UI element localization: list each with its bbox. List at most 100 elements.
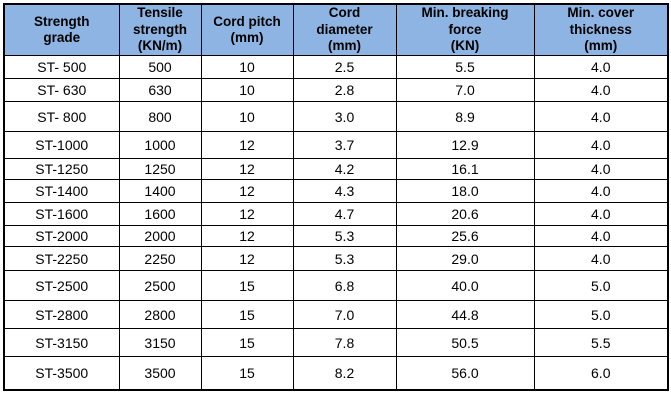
table-row: ST-2500 2500 15 6.8 40.0 5.0	[3, 270, 669, 301]
cell-min-cover-thickness: 5.0	[533, 300, 669, 329]
cell-cord-pitch: 10	[200, 101, 294, 132]
cell-cord-pitch: 15	[200, 328, 294, 357]
column-header-cord-diameter: Cord diameter (mm)	[292, 3, 397, 56]
column-header-strength-grade: Strength grade	[3, 3, 120, 56]
cell-min-breaking-force: 44.8	[395, 300, 535, 329]
cell-min-breaking-force: 25.6	[395, 225, 535, 247]
table-row: ST-2800 2800 15 7.0 44.8 5.0	[3, 300, 669, 329]
cell-strength-grade: ST- 800	[3, 101, 120, 132]
table-row: ST-1000 1000 12 3.7 12.9 4.0	[3, 131, 669, 159]
table-row: ST-2250 2250 12 5.3 29.0 4.0	[3, 246, 669, 271]
cell-tensile-strength: 2250	[118, 246, 202, 271]
cell-cord-pitch: 10	[200, 55, 294, 79]
cell-strength-grade: ST-1600	[3, 202, 120, 226]
table-row: ST-3150 3150 15 7.8 50.5 5.5	[3, 328, 669, 357]
cell-min-breaking-force: 50.5	[395, 328, 535, 357]
cell-min-cover-thickness: 6.0	[533, 356, 669, 390]
table-row: ST-3500 3500 15 8.2 56.0 6.0	[3, 356, 669, 390]
cell-cord-pitch: 15	[200, 300, 294, 329]
cell-tensile-strength: 500	[118, 55, 202, 79]
cell-min-breaking-force: 12.9	[395, 131, 535, 159]
cell-cord-diameter: 3.7	[292, 131, 397, 159]
cell-tensile-strength: 1250	[118, 158, 202, 180]
cell-min-cover-thickness: 4.0	[533, 246, 669, 271]
table-row: ST-1600 1600 12 4.7 20.6 4.0	[3, 202, 669, 226]
cell-cord-diameter: 6.8	[292, 270, 397, 301]
cell-tensile-strength: 1400	[118, 179, 202, 203]
cell-cord-pitch: 15	[200, 270, 294, 301]
cell-strength-grade: ST- 500	[3, 55, 120, 79]
cell-tensile-strength: 3150	[118, 328, 202, 357]
cell-strength-grade: ST- 630	[3, 78, 120, 102]
table-row: ST-1250 1250 12 4.2 16.1 4.0	[3, 158, 669, 180]
cell-tensile-strength: 630	[118, 78, 202, 102]
cell-cord-diameter: 3.0	[292, 101, 397, 132]
cell-cord-pitch: 12	[200, 202, 294, 226]
cell-strength-grade: ST-3500	[3, 356, 120, 390]
cell-min-breaking-force: 5.5	[395, 55, 535, 79]
cell-min-cover-thickness: 4.0	[533, 101, 669, 132]
cell-tensile-strength: 2000	[118, 225, 202, 247]
cell-min-breaking-force: 56.0	[395, 356, 535, 390]
cell-cord-diameter: 2.5	[292, 55, 397, 79]
table-row: ST- 800 800 10 3.0 8.9 4.0	[3, 101, 669, 132]
cell-cord-pitch: 10	[200, 78, 294, 102]
cell-min-breaking-force: 8.9	[395, 101, 535, 132]
cell-min-breaking-force: 29.0	[395, 246, 535, 271]
cell-min-cover-thickness: 4.0	[533, 55, 669, 79]
cell-tensile-strength: 2800	[118, 300, 202, 329]
table-row: ST- 630 630 10 2.8 7.0 4.0	[3, 78, 669, 102]
cell-strength-grade: ST-2500	[3, 270, 120, 301]
table-body: ST- 500 500 10 2.5 5.5 4.0 ST- 630 630 10 2.8 7.0 4…	[3, 55, 669, 390]
table-row: ST-2000 2000 12 5.3 25.6 4.0	[3, 225, 669, 247]
cell-cord-pitch: 12	[200, 246, 294, 271]
cell-tensile-strength: 3500	[118, 356, 202, 390]
cell-cord-diameter: 4.7	[292, 202, 397, 226]
table-row: ST-1400 1400 12 4.3 18.0 4.0	[3, 179, 669, 203]
column-header-tensile-strength: Tensile strength (KN/m)	[118, 3, 202, 56]
table-header: Strength grade Tensile strength (KN/m) C…	[3, 3, 669, 56]
column-header-min-cover-thickness: Min. cover thickness (mm)	[533, 3, 669, 56]
cell-min-breaking-force: 18.0	[395, 179, 535, 203]
cell-strength-grade: ST-1000	[3, 131, 120, 159]
cell-cord-diameter: 8.2	[292, 356, 397, 390]
cell-strength-grade: ST-2000	[3, 225, 120, 247]
cell-cord-pitch: 12	[200, 225, 294, 247]
cell-tensile-strength: 1000	[118, 131, 202, 159]
cell-cord-diameter: 7.0	[292, 300, 397, 329]
cell-tensile-strength: 800	[118, 101, 202, 132]
cell-strength-grade: ST-2800	[3, 300, 120, 329]
cell-cord-pitch: 15	[200, 356, 294, 390]
column-header-min-breaking-force: Min. breaking force (KN)	[395, 3, 535, 56]
cell-min-breaking-force: 16.1	[395, 158, 535, 180]
cell-cord-diameter: 5.3	[292, 246, 397, 271]
cell-min-cover-thickness: 4.0	[533, 158, 669, 180]
cell-cord-diameter: 2.8	[292, 78, 397, 102]
cell-min-cover-thickness: 5.0	[533, 270, 669, 301]
column-header-cord-pitch: Cord pitch (mm)	[200, 3, 294, 56]
strength-grade-spec-table: Strength grade Tensile strength (KN/m) C…	[3, 3, 669, 391]
cell-min-breaking-force: 40.0	[395, 270, 535, 301]
cell-min-cover-thickness: 4.0	[533, 131, 669, 159]
cell-min-breaking-force: 20.6	[395, 202, 535, 226]
cell-cord-pitch: 12	[200, 131, 294, 159]
cell-strength-grade: ST-1250	[3, 158, 120, 180]
cell-cord-pitch: 12	[200, 179, 294, 203]
cell-strength-grade: ST-3150	[3, 328, 120, 357]
cell-tensile-strength: 2500	[118, 270, 202, 301]
cell-tensile-strength: 1600	[118, 202, 202, 226]
cell-cord-pitch: 12	[200, 158, 294, 180]
cell-min-cover-thickness: 4.0	[533, 179, 669, 203]
header-row: Strength grade Tensile strength (KN/m) C…	[3, 3, 669, 56]
cell-strength-grade: ST-1400	[3, 179, 120, 203]
cell-min-cover-thickness: 4.0	[533, 225, 669, 247]
cell-cord-diameter: 4.3	[292, 179, 397, 203]
cell-min-cover-thickness: 4.0	[533, 202, 669, 226]
cell-min-cover-thickness: 4.0	[533, 78, 669, 102]
cell-cord-diameter: 7.8	[292, 328, 397, 357]
cell-min-breaking-force: 7.0	[395, 78, 535, 102]
table-row: ST- 500 500 10 2.5 5.5 4.0	[3, 55, 669, 79]
cell-strength-grade: ST-2250	[3, 246, 120, 271]
cell-cord-diameter: 5.3	[292, 225, 397, 247]
cell-min-cover-thickness: 5.5	[533, 328, 669, 357]
